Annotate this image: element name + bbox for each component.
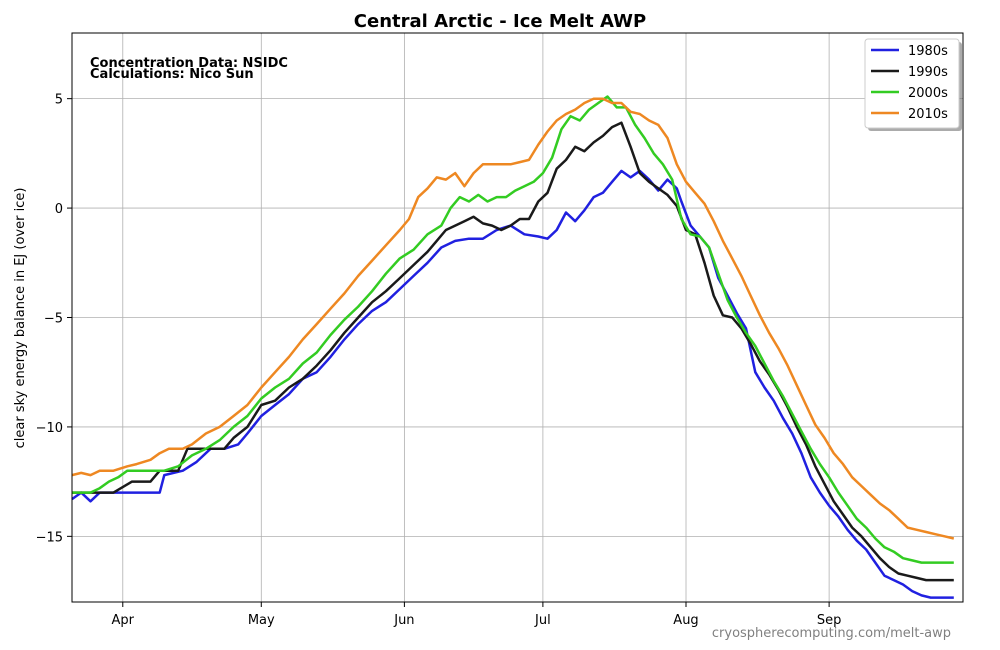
y-tick-label: 0: [55, 202, 63, 217]
series-line-2000s: [72, 95, 954, 564]
legend-label-1990s: 1990s: [908, 65, 948, 80]
annotation-data-source: Concentration Data: NSIDC: [90, 56, 288, 71]
x-tick-label: Jul: [534, 613, 551, 628]
x-tick-label: Sep: [817, 613, 842, 628]
y-tick-label: 5: [55, 93, 63, 108]
legend-label-1980s: 1980s: [908, 44, 948, 59]
legend-frame: [864, 38, 960, 129]
legend-label-2000s: 2000s: [908, 86, 948, 101]
y-tick-label: −5: [44, 312, 63, 327]
series-line-1990s: [72, 121, 954, 582]
grid-lines: [72, 33, 963, 602]
annotation-calculations: Calculations: Nico Sun: [90, 67, 254, 82]
y-axis-label: clear sky energy balance in EJ (over ice…: [13, 188, 28, 449]
legend-label-2010s: 2010s: [908, 107, 948, 122]
chart-title: Central Arctic - Ice Melt AWP: [354, 11, 646, 32]
legend: 1980s 1990s 2000s 2010s: [864, 38, 962, 131]
source-url: cryospherecomputing.com/melt-awp: [712, 626, 951, 641]
x-tick-label: Aug: [673, 613, 698, 628]
x-tick-label: May: [248, 613, 275, 628]
series-line-1980s: [71, 169, 954, 599]
y-tick-label: −10: [36, 421, 63, 436]
y-tick-label: −15: [36, 530, 63, 545]
series-layer: [71, 95, 955, 599]
x-tick-label: Apr: [112, 613, 135, 628]
series-line-2010s: [71, 97, 955, 540]
x-tick-label: Jun: [393, 613, 414, 628]
axis-ticks: Apr May Jun Jul Aug Sep 5 0 −5 −10 −15: [36, 93, 842, 628]
